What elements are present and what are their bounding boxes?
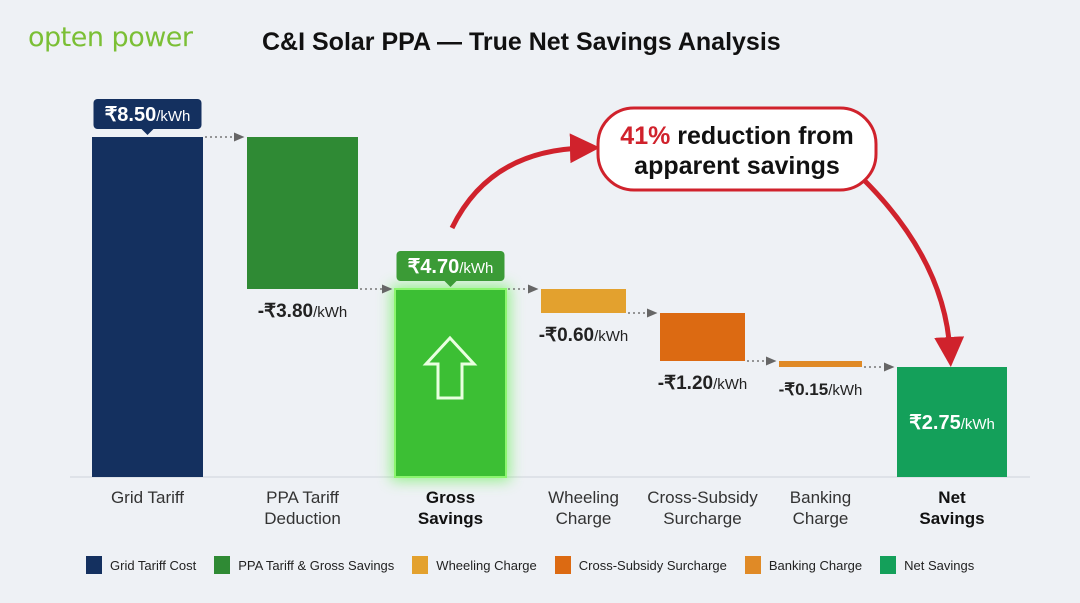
category-label-line: Charge (793, 509, 849, 528)
legend-swatch (412, 556, 429, 574)
legend-item: Cross-Subsidy Surcharge (554, 556, 727, 574)
legend-label: Grid Tariff Cost (110, 557, 197, 573)
category-label-line: Net (938, 488, 966, 507)
bar-cross-subsidy-surcharge (660, 313, 745, 361)
brand-logo: opten power (28, 22, 193, 53)
legend-label: Banking Charge (768, 557, 863, 573)
legend-label: PPA Tariff & Gross Savings (238, 557, 395, 573)
legend-label: Wheeling Charge (436, 557, 537, 573)
value-label: -₹1.20/kWh (658, 373, 748, 394)
category-label: Wheeling Charge (548, 488, 619, 528)
value-label: ₹8.50/kWh (105, 104, 191, 126)
category-label: PPA Tariff Deduction (264, 488, 341, 528)
value-unit: /kWh (156, 108, 190, 125)
value-badge (396, 251, 505, 281)
value-label: -₹0.15/kWh (779, 380, 863, 399)
category-label-line: Charge (556, 509, 612, 528)
badge-pointer (141, 129, 154, 135)
bar-gross-savings (394, 288, 507, 478)
legend-label: Cross-Subsidy Surcharge (578, 557, 727, 573)
legend-swatch (744, 556, 761, 574)
value-label: ₹2.75/kWh (909, 412, 995, 434)
bar-banking-charge (779, 361, 862, 367)
legend-label: Net Savings (904, 557, 975, 573)
category-label-line: PPA Tariff (266, 488, 339, 507)
callout-line-2: apparent savings (634, 152, 840, 180)
category-label-line: Cross-Subsidy (647, 488, 758, 507)
red-arrow-to-callout (449, 133, 600, 230)
value-unit: /kWh (828, 382, 862, 399)
legend-item: Wheeling Charge (412, 556, 537, 574)
value-label: -₹0.60/kWh (539, 325, 629, 346)
value-unit: /kWh (594, 328, 628, 345)
value-label: -₹3.80/kWh (258, 301, 348, 322)
up-arrow-icon (422, 335, 478, 400)
value-label: ₹4.70/kWh (408, 256, 494, 278)
value-unit: /kWh (459, 260, 493, 277)
category-label-line: Deduction (264, 509, 341, 528)
category-label-line: Banking (790, 488, 851, 507)
callout-text: reduction from (670, 122, 853, 150)
category-label-line: Grid Tariff (111, 488, 184, 507)
chart-title: C&I Solar PPA — True Net Savings Analysi… (262, 28, 781, 56)
callout-line-1: 41% reduction from (620, 122, 853, 150)
category-label-line: Surcharge (663, 509, 741, 528)
category-label-line: Gross (426, 488, 475, 507)
legend-item: Banking Charge (744, 556, 863, 574)
badge-pointer (444, 281, 457, 287)
legend-swatch (880, 556, 897, 574)
callout-highlight: 41% (620, 122, 670, 150)
category-label: Banking Charge (790, 488, 851, 528)
value-unit: /kWh (713, 376, 747, 393)
value-unit: /kWh (313, 304, 347, 321)
category-label: Net Savings (919, 488, 984, 528)
legend: Grid Tariff Cost PPA Tariff & Gross Savin… (86, 556, 974, 574)
red-arrow-to-net (860, 176, 965, 367)
category-label-line: Savings (919, 509, 984, 528)
value-badge (93, 99, 202, 129)
category-label-line: Wheeling (548, 488, 619, 507)
legend-swatch (86, 556, 102, 574)
bar-wheeling-charge (541, 289, 626, 313)
category-label: Cross-Subsidy Surcharge (647, 488, 758, 528)
legend-item: Net Savings (880, 556, 974, 574)
bar-grid-tariff (92, 137, 203, 477)
bar-ppa-tariff-deduction (247, 137, 358, 289)
category-label: Gross Savings (418, 488, 483, 528)
category-label-line: Savings (418, 509, 483, 528)
legend-swatch (214, 556, 231, 574)
legend-item: Grid Tariff Cost (86, 556, 196, 574)
category-label: Grid Tariff (111, 488, 184, 507)
legend-swatch (554, 556, 571, 574)
legend-item: PPA Tariff & Gross Savings (214, 556, 394, 574)
callout-box (596, 106, 878, 192)
value-unit: /kWh (961, 416, 995, 433)
bar-net-savings (897, 367, 1007, 477)
